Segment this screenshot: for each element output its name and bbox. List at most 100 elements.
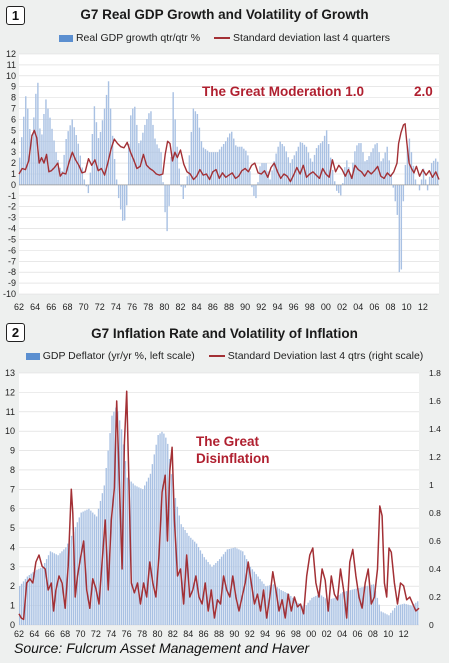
deflator-bar xyxy=(169,459,171,625)
gdp-growth-bar xyxy=(148,113,150,185)
gdp-growth-bar xyxy=(327,144,330,185)
gdp-growth-bar xyxy=(51,128,53,185)
gdp-growth-bar xyxy=(245,150,247,185)
x-tick-label: 72 xyxy=(91,629,101,639)
legend-bar-swatch xyxy=(58,34,73,42)
deflator-bar xyxy=(270,584,273,625)
gdp-growth-bar xyxy=(166,184,168,232)
deflator-bar xyxy=(397,605,400,625)
y-tick-label: -2 xyxy=(8,202,16,212)
right-y-tick-label: 0.2 xyxy=(429,592,441,602)
deflator-bar xyxy=(186,532,188,625)
gdp-growth-bar xyxy=(269,179,271,185)
gdp-growth-bar xyxy=(358,143,360,185)
x-tick-label: 08 xyxy=(386,302,396,312)
y-tick-label: 9 xyxy=(11,82,16,92)
gdp-growth-bar xyxy=(384,152,386,185)
deflator-bar xyxy=(324,598,327,625)
deflator-bar xyxy=(388,615,390,625)
deflator-bar xyxy=(222,554,225,625)
gdp-growth-bar xyxy=(111,135,114,185)
legend-line-label: Standard Deviation last 4 qtrs (right sc… xyxy=(227,350,424,362)
gdp-growth-bar xyxy=(67,131,69,185)
legend-line-swatch xyxy=(208,355,225,358)
gdp-growth-bar xyxy=(340,184,342,196)
y-tick-label: 8 xyxy=(11,93,16,103)
chart-title: G7 Real GDP Growth and Volatility of Gro… xyxy=(80,7,369,22)
deflator-bar xyxy=(415,602,417,625)
gdp-growth-bar xyxy=(119,184,122,210)
x-tick-label: 00 xyxy=(321,302,331,312)
deflator-bar xyxy=(409,605,411,625)
deflator-bar xyxy=(103,485,105,625)
deflator-bar xyxy=(315,595,317,625)
gdp-growth-bar xyxy=(243,148,245,185)
gdp-growth-bar xyxy=(414,179,417,185)
deflator-bar xyxy=(45,559,48,625)
deflator-bar xyxy=(245,559,248,625)
deflator-bar xyxy=(144,485,146,625)
deflator-bar xyxy=(311,597,313,625)
x-tick-label: 12 xyxy=(399,629,409,639)
gdp-growth-bar xyxy=(121,184,124,221)
gdp-growth-bar xyxy=(43,114,45,185)
gdp-growth-bar xyxy=(426,184,429,191)
deflator-bar xyxy=(107,450,109,625)
gdp-growth-bar xyxy=(162,182,164,185)
deflator-bar xyxy=(386,614,388,625)
gdp-growth-bar xyxy=(25,96,27,185)
gdp-growth-bar xyxy=(170,156,172,185)
deflator-bar xyxy=(59,553,61,625)
gdp-growth-bar xyxy=(404,164,407,185)
gdp-growth-bar xyxy=(412,165,415,185)
x-tick-label: 88 xyxy=(214,629,224,639)
gdp-growth-bar xyxy=(406,146,409,185)
deflator-bar xyxy=(124,461,127,625)
gdp-growth-bar xyxy=(91,134,94,185)
gdp-growth-bar xyxy=(31,134,33,185)
gdp-growth-bar xyxy=(239,146,241,185)
gdp-growth-bar xyxy=(21,137,23,185)
gdp-growth-bar xyxy=(107,81,110,185)
gdp-growth-bar xyxy=(432,160,435,185)
y-tick-label: 2 xyxy=(11,158,16,168)
deflator-bar xyxy=(199,550,202,625)
deflator-bar xyxy=(413,604,415,625)
deflator-bar xyxy=(353,589,355,625)
gdp-growth-bar xyxy=(362,152,364,185)
gdp-growth-bar xyxy=(99,131,102,185)
deflator-bar xyxy=(78,517,80,625)
gdp-growth-bar xyxy=(134,106,136,185)
y-tick-label: 1 xyxy=(11,169,16,179)
x-tick-label: 08 xyxy=(368,629,378,639)
deflator-bar xyxy=(342,592,344,625)
deflator-bar xyxy=(217,561,219,625)
deflator-bar xyxy=(272,584,275,625)
left-y-tick-label: 0 xyxy=(10,620,15,630)
gdp-growth-bar xyxy=(97,138,100,185)
deflator-bar xyxy=(295,601,298,625)
deflator-bar xyxy=(72,531,75,625)
gdp-growth-bar xyxy=(37,82,39,185)
deflator-bar xyxy=(95,516,98,625)
deflator-bar xyxy=(294,599,296,625)
deflator-bar xyxy=(165,437,167,625)
deflator-bar xyxy=(122,444,125,625)
gdp-growth-bar xyxy=(220,146,223,185)
deflator-bar xyxy=(20,583,23,625)
deflator-bar xyxy=(134,485,136,625)
deflator-bar xyxy=(207,562,209,625)
deflator-bar xyxy=(153,454,155,625)
deflator-bar xyxy=(338,594,340,625)
gdp-growth-bar xyxy=(315,148,318,185)
gdp-growth-bar xyxy=(152,124,154,185)
deflator-bar xyxy=(34,570,36,625)
gdp-growth-bar xyxy=(144,124,146,185)
gdp-growth-bar xyxy=(293,155,296,185)
deflator-bar xyxy=(161,431,163,625)
gdp-growth-bar xyxy=(271,170,273,185)
x-tick-label: 12 xyxy=(418,302,428,312)
deflator-bar xyxy=(284,592,286,625)
deflator-bar xyxy=(267,585,269,625)
deflator-bar xyxy=(357,588,359,625)
